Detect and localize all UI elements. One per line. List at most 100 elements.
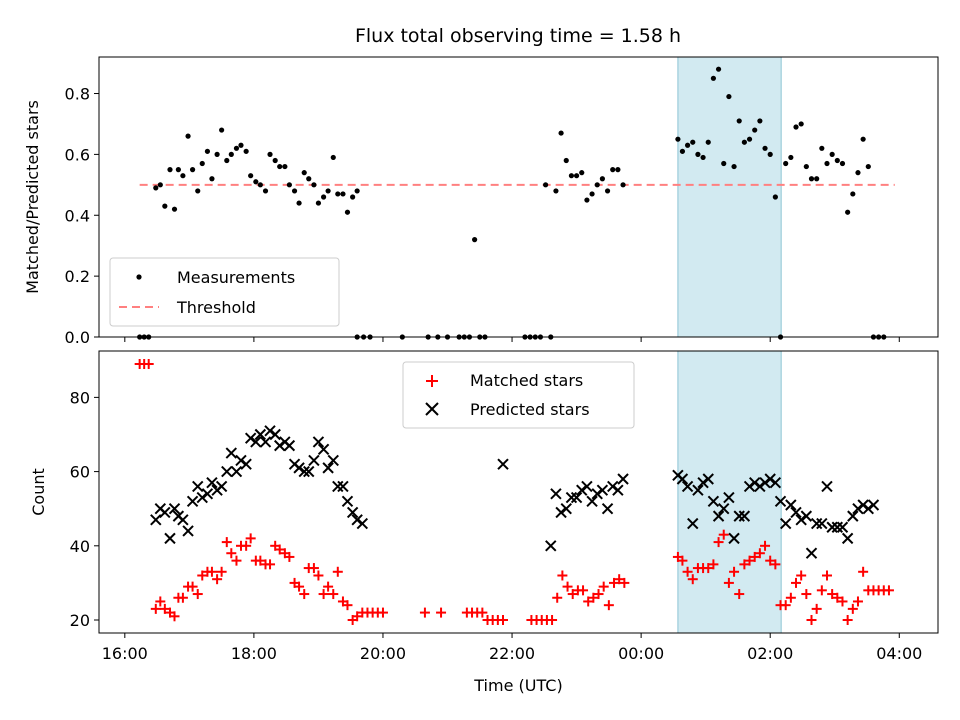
predicted-star-point: [298, 465, 310, 478]
measurement-point: [690, 139, 696, 145]
y-tick-label: 40: [70, 537, 90, 556]
predicted-star-point: [177, 514, 189, 526]
measurements-legend-label: Measurements: [177, 268, 295, 287]
predicted-star-point: [612, 484, 624, 496]
matched-star-point: [619, 577, 630, 588]
matched-star-point: [299, 589, 310, 600]
predicted-star-point: [862, 502, 875, 515]
matched-star-point: [754, 548, 765, 559]
matched-star-point: [588, 592, 599, 603]
measurement-point: [472, 237, 478, 243]
matched-star-point: [609, 577, 620, 588]
predicted-star-point: [164, 532, 176, 545]
measurement-point: [257, 182, 263, 188]
top-axes: 0.00.20.40.60.8 Matched/Predicted stars …: [23, 56, 939, 347]
predicted-star-point: [596, 484, 609, 496]
matched-star-point: [226, 548, 237, 559]
matched-star-point: [187, 581, 198, 592]
predicted-star-point: [836, 521, 849, 533]
measurement-point: [180, 173, 186, 179]
matched-star-point: [837, 596, 848, 607]
predicted-star-point: [738, 510, 751, 522]
predicted-star-point: [774, 495, 787, 507]
predicted-star-point: [337, 480, 349, 493]
matched-star-point: [703, 563, 714, 574]
predicted-star-point: [159, 506, 171, 519]
matched-star-point: [342, 600, 353, 611]
predicted-star-point: [576, 484, 588, 496]
predicted-star-point: [196, 491, 208, 504]
measurement-point: [736, 118, 742, 124]
matched-star-point: [177, 592, 188, 603]
predicted-star-point: [692, 484, 704, 496]
predicted-star-point: [168, 502, 181, 515]
predicted-star-point: [225, 447, 238, 459]
matched-star-point: [328, 589, 339, 600]
measurement-point: [731, 163, 737, 170]
predicted-star-point: [852, 502, 864, 515]
predicted-star-point: [581, 480, 593, 493]
chart-title: Flux total observing time = 1.58 h: [355, 25, 681, 47]
predicted-star-point: [687, 517, 699, 530]
y-tick-label: 0.4: [65, 206, 90, 225]
matched-legend-marker: [426, 375, 438, 387]
matched-star-point: [377, 607, 388, 618]
matched-star-point: [265, 559, 276, 570]
measurement-point: [325, 188, 331, 194]
y-tick-label: 0.2: [65, 267, 90, 286]
matched-star-point: [713, 537, 724, 548]
measurement-point: [803, 163, 809, 170]
matched-star-point: [806, 615, 817, 626]
matched-star-point: [682, 566, 693, 577]
matched-star-point: [603, 600, 614, 611]
measurement-point: [185, 133, 191, 139]
top-y-axis-label: Matched/Predicted stars: [23, 100, 42, 294]
predicted-star-point: [826, 521, 838, 533]
measurement-point: [171, 206, 178, 212]
predicted-star-point: [150, 514, 162, 526]
measurement-points: [137, 66, 887, 340]
predicted-star-point: [586, 495, 598, 507]
matched-star-point: [749, 551, 760, 562]
predicted-star-point: [351, 514, 363, 526]
measurement-point: [798, 121, 804, 127]
matched-star-point: [284, 551, 295, 562]
measurement-point: [311, 182, 317, 188]
matched-star-point: [192, 589, 203, 600]
predicted-star-point: [601, 502, 614, 515]
predicted-star-point: [743, 480, 756, 493]
predicted-star-point: [764, 473, 776, 485]
measurement-point: [553, 188, 559, 194]
predicted-star-point: [497, 458, 509, 470]
matched-star-point: [155, 596, 166, 607]
matched-star-point: [318, 589, 329, 600]
predicted-star-point: [847, 510, 859, 522]
measurement-point: [845, 209, 851, 215]
matched-star-point: [791, 577, 802, 588]
matched-star-point: [785, 592, 796, 603]
measurement-point: [579, 170, 585, 176]
matched-star-point: [718, 529, 729, 540]
predicted-star-point: [182, 525, 194, 537]
matched-star-point: [352, 611, 363, 622]
matched-star-point: [562, 581, 573, 592]
matched-star-point: [274, 544, 285, 555]
matched-star-point: [578, 585, 589, 596]
matched-star-point: [332, 566, 343, 577]
measurement-point: [340, 191, 346, 197]
matched-star-point: [760, 540, 771, 551]
measurement-point: [282, 163, 288, 170]
measurement-point: [262, 188, 269, 194]
measurement-point: [315, 200, 322, 206]
measurement-point: [808, 176, 815, 182]
predicted-star-point: [779, 517, 792, 530]
measurement-point: [153, 185, 159, 191]
predicted-star-point: [697, 477, 709, 489]
matched-star-point: [852, 596, 863, 607]
matched-star-point: [583, 596, 594, 607]
y-tick-label: 0.8: [65, 85, 90, 104]
matched-star-point: [547, 615, 558, 626]
y-tick-label: 80: [70, 388, 90, 407]
measurement-point: [610, 167, 616, 173]
